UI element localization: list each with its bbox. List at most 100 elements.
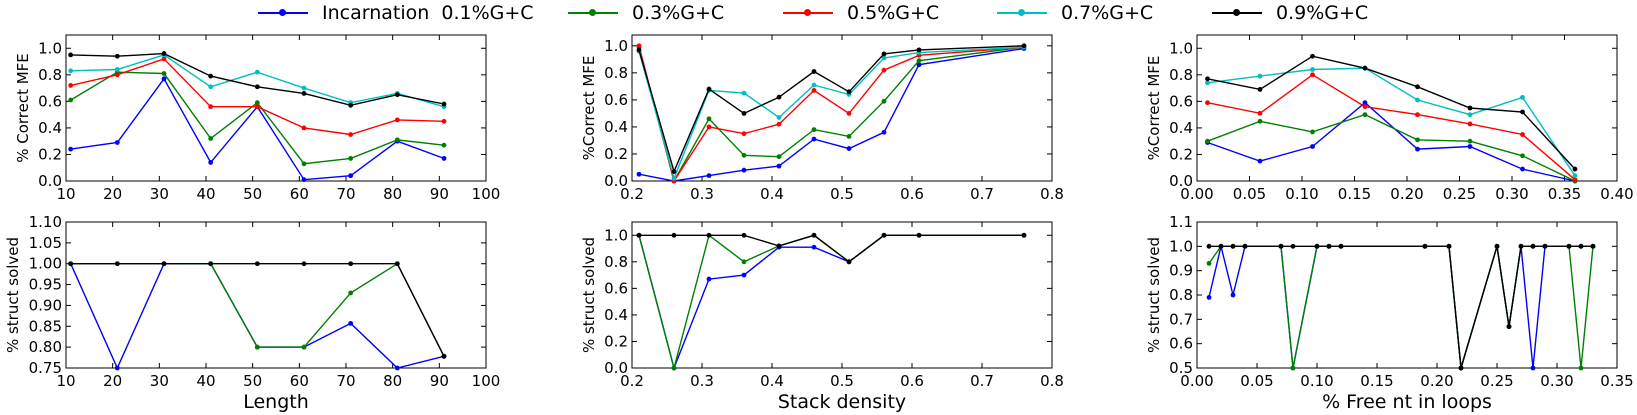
data-point xyxy=(846,89,852,95)
data-point xyxy=(68,261,74,267)
data-point xyxy=(1310,144,1315,149)
data-point xyxy=(348,261,354,267)
data-point xyxy=(441,353,447,359)
chart-panel: 0.00 0.05 0.10 0.15 0.20 0.25 0.30 0.35 0.40 0.0 0… xyxy=(1145,34,1634,203)
data-point xyxy=(776,94,782,100)
data-point xyxy=(1290,365,1296,371)
x-tick-label: 0.25 xyxy=(1480,372,1513,390)
plot-frame xyxy=(65,34,487,182)
data-point xyxy=(1572,177,1578,183)
data-point xyxy=(208,261,214,267)
data-point xyxy=(1205,80,1210,86)
x-tick-label: 0.2 xyxy=(620,372,644,390)
x-tick-label: 0.40 xyxy=(1600,185,1633,203)
plot-frame xyxy=(1196,221,1618,369)
x-axis-label: % Free nt in loops xyxy=(1322,391,1492,413)
data-point xyxy=(1422,243,1428,249)
data-point xyxy=(811,69,817,74)
y-tick-label: 0.6 xyxy=(1169,335,1193,353)
series-line xyxy=(638,45,1025,183)
data-point xyxy=(1230,243,1236,249)
data-point xyxy=(1278,243,1284,249)
x-tick-label: 0.5 xyxy=(830,185,854,203)
data-point xyxy=(846,146,852,151)
data-point xyxy=(1310,53,1315,59)
data-point xyxy=(1021,232,1027,238)
data-point xyxy=(706,276,712,282)
data-point xyxy=(776,163,782,169)
data-point xyxy=(1590,243,1596,249)
data-point xyxy=(1205,100,1210,106)
y-tick-label: 1.0 xyxy=(1169,39,1193,57)
x-tick-label: 0.7 xyxy=(970,185,994,203)
data-point xyxy=(254,344,260,350)
data-point xyxy=(1518,243,1524,249)
data-point xyxy=(1578,243,1584,249)
x-tick-label: 0.20 xyxy=(1420,372,1453,390)
data-point xyxy=(1338,243,1344,249)
data-point xyxy=(161,56,167,62)
plot-area xyxy=(68,261,447,371)
chart-panel: 0.2 0.3 0.4 0.5 0.6 0.7 0.80.00.20.40.60.81.0%… xyxy=(580,34,1064,203)
data-point xyxy=(741,90,747,96)
data-point xyxy=(1218,243,1224,249)
data-point xyxy=(114,261,120,267)
data-point xyxy=(161,71,167,76)
data-point xyxy=(776,243,782,249)
legend-entry: 0.5%G+C xyxy=(783,2,939,24)
data-point xyxy=(161,76,167,82)
data-point xyxy=(254,261,260,267)
data-point xyxy=(706,86,712,92)
data-point xyxy=(1415,137,1420,143)
x-tick-label: 100 xyxy=(472,185,501,203)
data-point xyxy=(301,125,307,131)
data-point xyxy=(1446,243,1452,249)
y-axis-label: % struct solved xyxy=(580,237,598,353)
data-point xyxy=(348,320,354,326)
data-point xyxy=(881,51,887,57)
x-tick-label: 0.35 xyxy=(1548,185,1581,203)
y-tick-label: 1.0 xyxy=(1169,237,1193,255)
y-tick-label: 0.8 xyxy=(604,253,628,271)
x-tick-label: 40 xyxy=(196,372,215,390)
data-point xyxy=(1362,65,1368,71)
data-point xyxy=(394,365,400,371)
data-point xyxy=(114,53,120,59)
data-point xyxy=(1257,87,1263,92)
data-point xyxy=(706,124,712,130)
y-tick-label: 0.4 xyxy=(38,119,62,137)
y-tick-label: 0.95 xyxy=(29,276,62,294)
data-point xyxy=(394,117,400,123)
x-tick-label: 0.00 xyxy=(1180,185,1213,203)
y-tick-label: 0.4 xyxy=(604,306,628,324)
data-point xyxy=(916,58,922,64)
data-point xyxy=(1530,365,1536,371)
x-tick-label: 0.10 xyxy=(1285,185,1318,203)
legend-label: 0.3%G+C xyxy=(632,2,725,24)
legend-label: 0.7%G+C xyxy=(1061,2,1154,24)
x-tick-label: 0.15 xyxy=(1338,185,1371,203)
data-point xyxy=(1520,109,1525,115)
data-point xyxy=(881,232,887,238)
data-point xyxy=(846,259,852,265)
y-tick-label: 0.6 xyxy=(604,91,628,109)
data-point xyxy=(1415,97,1420,103)
data-point xyxy=(68,83,74,88)
data-point xyxy=(68,146,74,152)
data-point xyxy=(636,171,642,177)
y-tick-label: 0.0 xyxy=(38,172,62,190)
data-point xyxy=(301,161,307,167)
chart-panel: 10 20 30 40 50 60 70 80 90 100 0.75 0.80 0.85 0.90 0.9… xyxy=(4,213,500,413)
legend-swatch xyxy=(1212,7,1262,19)
x-tick-label: 20 xyxy=(103,372,122,390)
x-tick-label: 0.05 xyxy=(1233,185,1266,203)
data-point xyxy=(1230,292,1236,298)
legend-label: 0.9%G+C xyxy=(1276,2,1369,24)
data-point xyxy=(254,104,260,110)
data-point xyxy=(1530,243,1536,249)
y-tick-label: 1.05 xyxy=(29,234,62,252)
data-point xyxy=(161,51,167,56)
legend-swatch xyxy=(997,7,1047,19)
plot-frame xyxy=(631,221,1053,369)
data-point xyxy=(671,169,677,174)
